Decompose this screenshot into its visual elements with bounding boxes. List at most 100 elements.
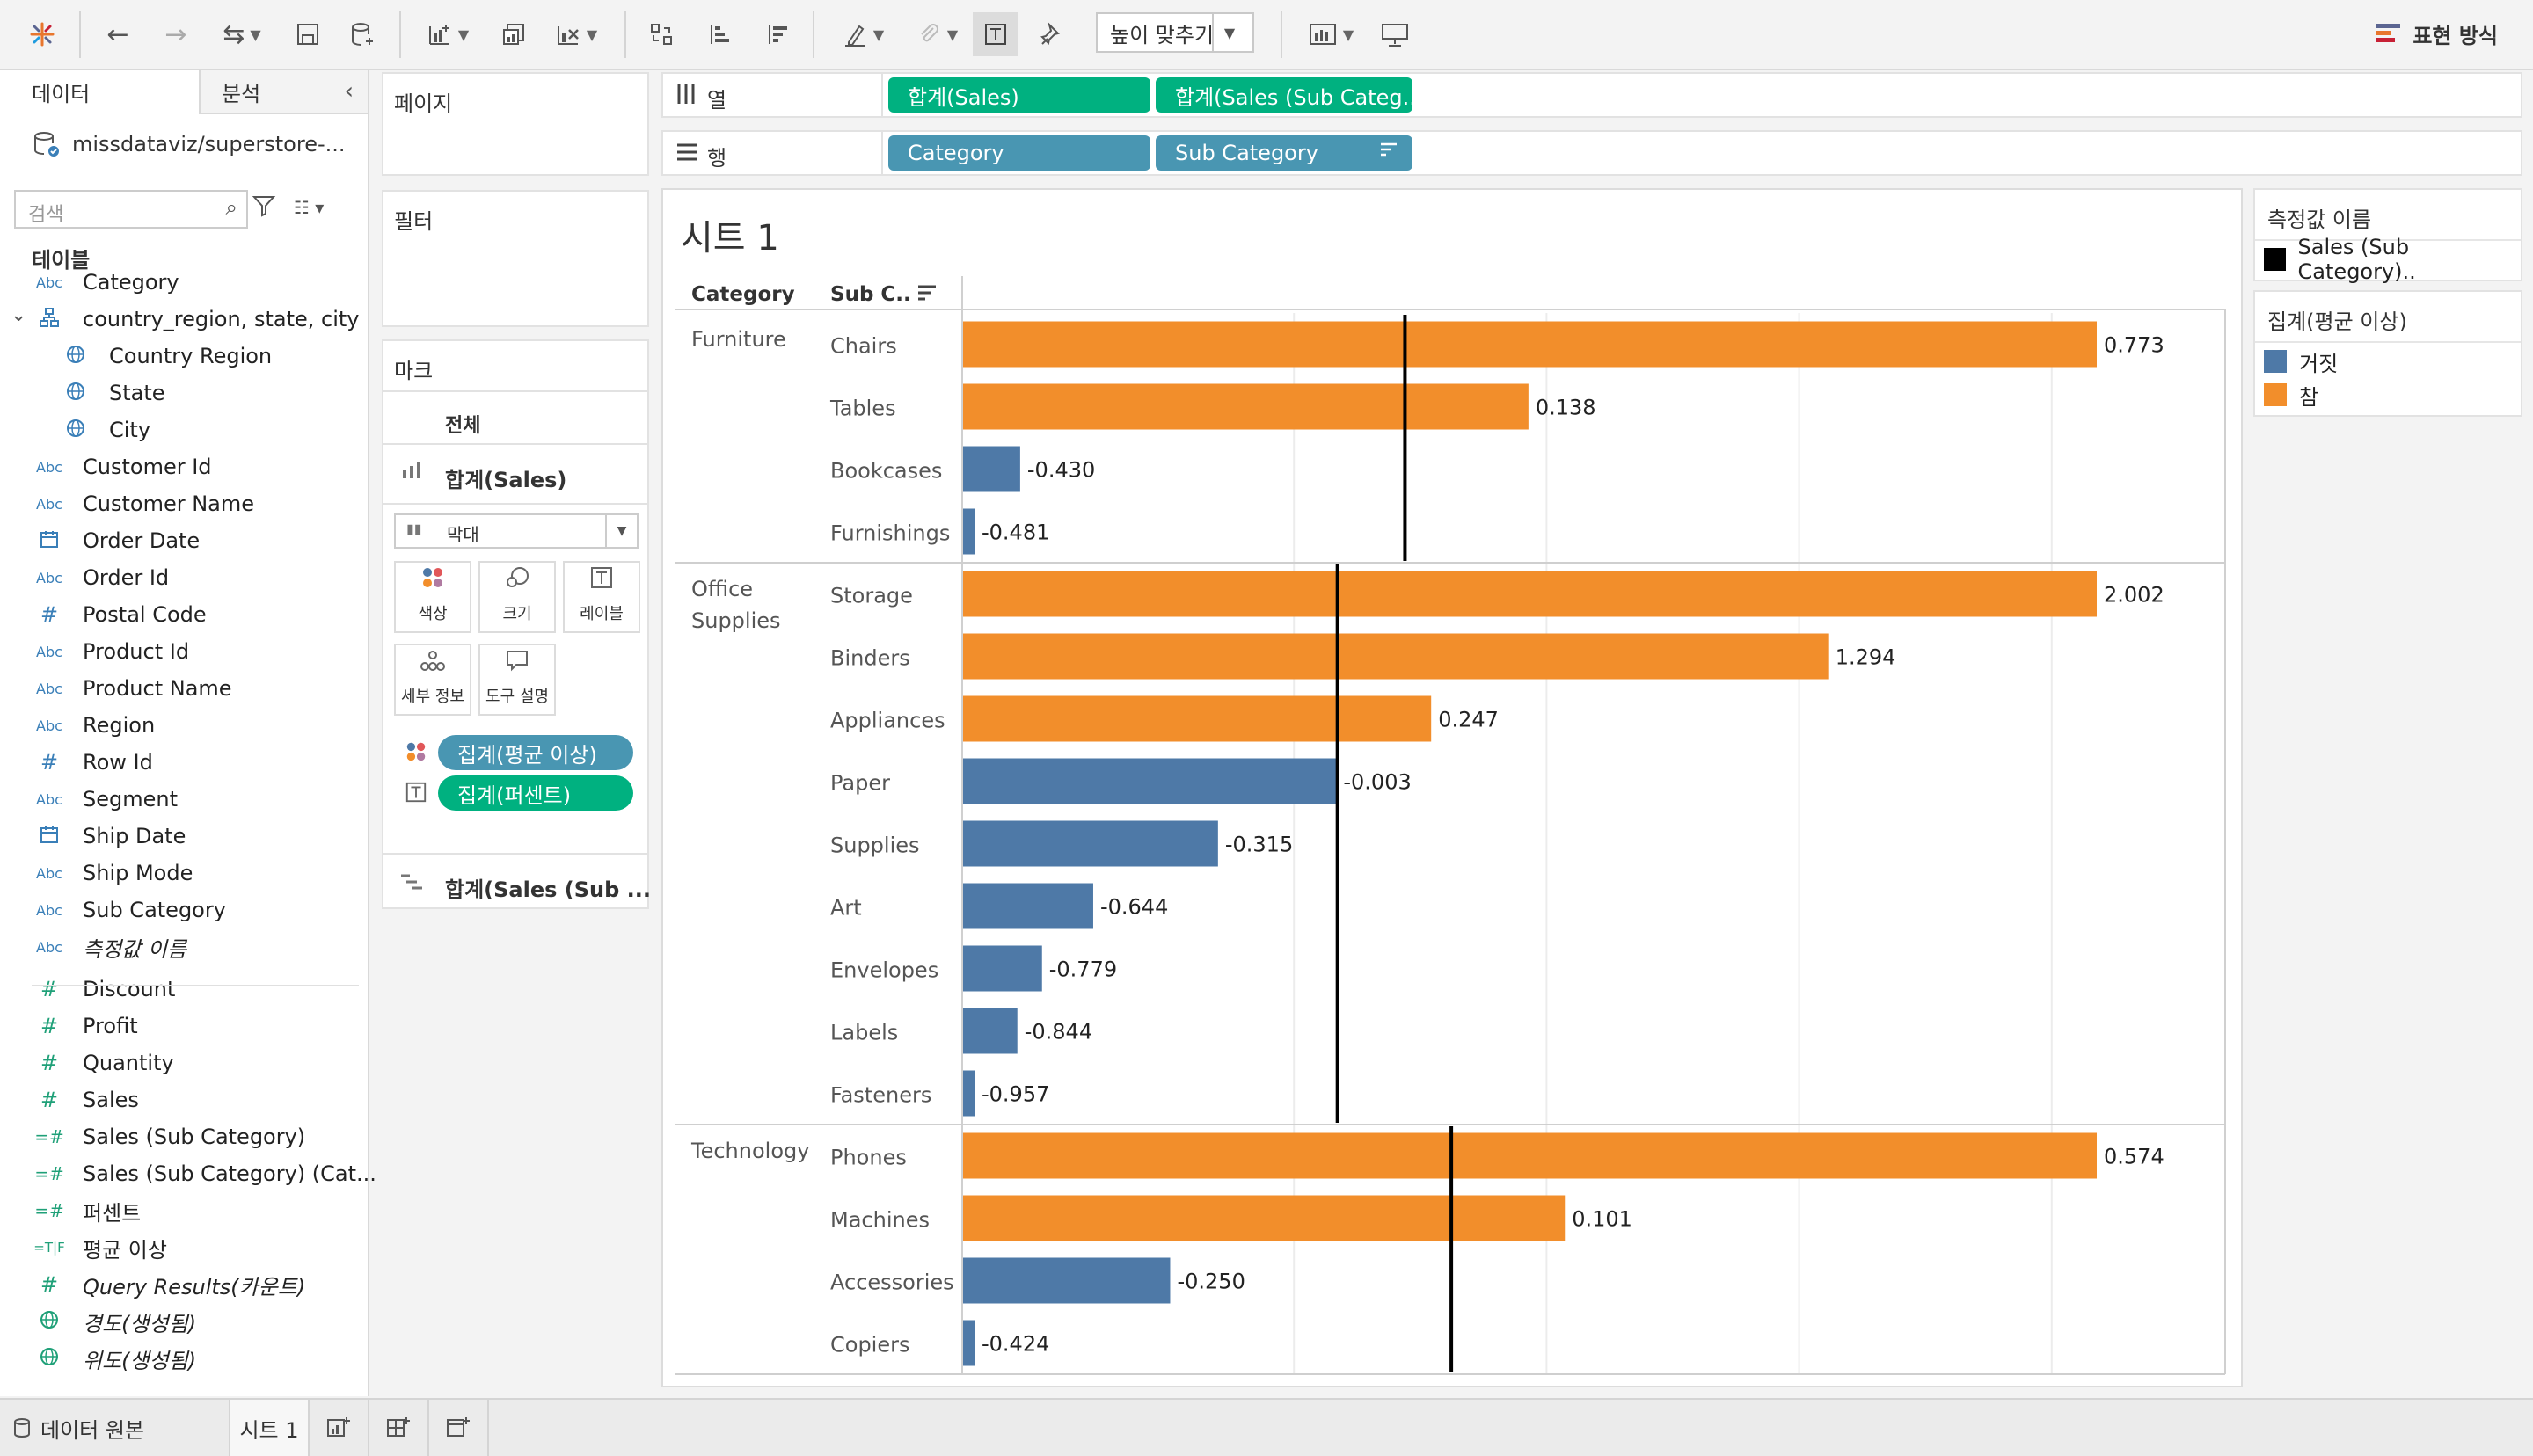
new-worksheet-tab-button[interactable]: [310, 1400, 369, 1456]
rows-shelf[interactable]: 행 Category Sub Category: [661, 130, 2522, 176]
marks-sum-sales-tab[interactable]: 합계(Sales): [445, 468, 567, 492]
new-story-tab-button[interactable]: [429, 1400, 489, 1456]
pages-shelf[interactable]: 페이지: [382, 72, 649, 176]
field-item[interactable]: Abc Segment: [0, 781, 178, 818]
new-dashboard-tab-icon: [387, 1417, 410, 1437]
field-item[interactable]: =# 퍼센트: [0, 1192, 141, 1229]
database-icon: [14, 1418, 30, 1438]
tab-analysis[interactable]: 분석 ‹: [199, 70, 368, 114]
field-item[interactable]: # Query Results(카운트): [0, 1266, 305, 1303]
sort-descending-icon[interactable]: [758, 12, 797, 56]
mark-type-dropdown[interactable]: ▮▮ 막대 ▼: [394, 513, 639, 549]
field-item-label: Profit: [83, 1014, 138, 1038]
legend-swatch-black: [2264, 248, 2286, 271]
field-item[interactable]: 위도(생성됨): [0, 1340, 196, 1377]
search-field[interactable]: 검색 ⌕: [14, 190, 248, 229]
new-datasource-icon[interactable]: [343, 12, 382, 56]
field-item[interactable]: Country Region: [0, 338, 272, 375]
label-pill-label: 집계(퍼센트): [457, 783, 572, 808]
field-item[interactable]: # Row Id: [0, 744, 153, 781]
collapse-pane-icon[interactable]: ‹: [344, 78, 354, 105]
tab-sheet-1[interactable]: 시트 1: [230, 1400, 310, 1456]
field-item[interactable]: Abc Category: [0, 264, 179, 301]
field-item-label: Customer Id: [83, 455, 212, 479]
chevron-down-icon[interactable]: ⌄: [11, 304, 27, 326]
swap-rows-columns-icon[interactable]: [642, 12, 681, 56]
show-labels-icon[interactable]: [973, 12, 1018, 56]
string-type-icon: Abc: [36, 495, 62, 513]
filters-shelf[interactable]: 필터: [382, 190, 649, 327]
clear-sheet-icon[interactable]: ▼: [545, 12, 607, 56]
measure-names-legend[interactable]: 측정값 이름 Sales (Sub Category)..: [2253, 188, 2522, 284]
field-item[interactable]: # Quantity: [0, 1045, 174, 1081]
rows-pill-category[interactable]: Category: [888, 135, 1150, 171]
fit-dropdown[interactable]: 높이 맞추기 ▼: [1096, 12, 1254, 53]
field-item[interactable]: Abc Product Name: [0, 670, 232, 707]
legend-item-true[interactable]: 참: [2264, 380, 2318, 410]
field-item[interactable]: # Profit: [0, 1008, 138, 1045]
field-item[interactable]: State: [0, 375, 165, 411]
redo-icon[interactable]: →: [164, 18, 187, 50]
field-item[interactable]: Abc Customer Name: [0, 485, 254, 522]
rows-pill-subcategory[interactable]: Sub Category: [1156, 135, 1412, 171]
field-item[interactable]: Ship Date: [0, 818, 186, 855]
sort-ascending-icon[interactable]: [700, 12, 739, 56]
marks-all-tab[interactable]: 전체: [445, 415, 481, 437]
field-item[interactable]: =# Sales (Sub Category) (Cat...: [0, 1155, 376, 1192]
bar-mark-icon: ▮▮: [406, 521, 422, 537]
field-item[interactable]: =T|F 평균 이상: [0, 1229, 167, 1266]
field-item[interactable]: Abc Order Id: [0, 559, 169, 596]
swap-icon[interactable]: ⇆ ▼: [223, 18, 261, 50]
show-me-button[interactable]: 표현 방식: [2376, 16, 2498, 51]
field-item[interactable]: Abc Product Id: [0, 633, 189, 670]
marks-sum-sub-tab[interactable]: 합계(Sales (Sub ...: [445, 877, 651, 902]
card-view-icon[interactable]: ▼: [1300, 12, 1361, 56]
filter-icon[interactable]: [252, 193, 276, 224]
new-dashboard-tab-button[interactable]: [369, 1400, 429, 1456]
datasource-row[interactable]: missdataviz/superstore-...: [32, 127, 346, 162]
tab-data-source[interactable]: 데이터 원본: [12, 1400, 230, 1456]
duplicate-sheet-icon[interactable]: [494, 12, 533, 56]
detail-button[interactable]: 세부 정보: [394, 644, 471, 716]
field-item[interactable]: # Discount: [0, 971, 175, 1008]
above-average-legend[interactable]: 집계(평균 이상) 거짓 참: [2253, 290, 2522, 417]
columns-shelf[interactable]: 열 합계(Sales) 합계(Sales (Sub Categ..: [661, 72, 2522, 118]
color-pill[interactable]: 집계(평균 이상): [438, 735, 633, 770]
size-button[interactable]: 크기: [478, 561, 556, 633]
label-button-label: 레이블: [580, 605, 624, 623]
columns-pill-sales-sub[interactable]: 합계(Sales (Sub Categ..: [1156, 77, 1412, 113]
tooltip-button[interactable]: 도구 설명: [478, 644, 556, 716]
field-item[interactable]: Order Date: [0, 522, 200, 559]
field-item[interactable]: # Postal Code: [0, 596, 207, 633]
field-item[interactable]: City: [0, 411, 150, 448]
field-item[interactable]: # Sales: [0, 1081, 139, 1118]
field-item[interactable]: Abc Customer Id: [0, 448, 212, 485]
tableau-logo-icon[interactable]: [25, 12, 60, 56]
label-pill[interactable]: 집계(퍼센트): [438, 775, 633, 811]
columns-pill-sales[interactable]: 합계(Sales): [888, 77, 1150, 113]
save-icon[interactable]: [288, 12, 327, 56]
color-button[interactable]: 색상: [394, 561, 471, 633]
field-item[interactable]: Abc 측정값 이름: [0, 928, 186, 965]
field-item[interactable]: 경도(생성됨): [0, 1303, 196, 1340]
label-button[interactable]: 레이블: [563, 561, 640, 633]
highlight-icon[interactable]: ▼: [832, 12, 894, 56]
measure-names-legend-item[interactable]: Sales (Sub Category)..: [2264, 235, 2521, 284]
field-item[interactable]: =# Sales (Sub Category): [0, 1118, 305, 1155]
undo-icon[interactable]: ←: [106, 18, 129, 50]
field-item[interactable]: Abc Sub Category: [0, 892, 226, 928]
legend-item-false[interactable]: 거짓: [2264, 346, 2338, 376]
above-average-legend-title: 집계(평균 이상): [2267, 309, 2407, 334]
sheet-tab-bar: 데이터 원본 시트 1: [0, 1398, 2533, 1456]
new-worksheet-icon[interactable]: ▼: [417, 12, 478, 56]
group-icon[interactable]: ▼: [906, 12, 967, 56]
field-item[interactable]: Abc Region: [0, 707, 155, 744]
field-item[interactable]: ⌄ country_region, state, city: [0, 301, 359, 338]
bar-data-label: -0.315: [1225, 833, 1293, 857]
presentation-mode-icon[interactable]: [1376, 12, 1414, 56]
view-list-icon[interactable]: ☷ ▾: [294, 197, 325, 218]
field-item[interactable]: Abc Ship Mode: [0, 855, 193, 892]
field-item-label: 측정값 이름: [83, 936, 187, 962]
tab-data[interactable]: 데이터: [0, 70, 199, 114]
fix-axes-icon[interactable]: [1033, 12, 1071, 56]
